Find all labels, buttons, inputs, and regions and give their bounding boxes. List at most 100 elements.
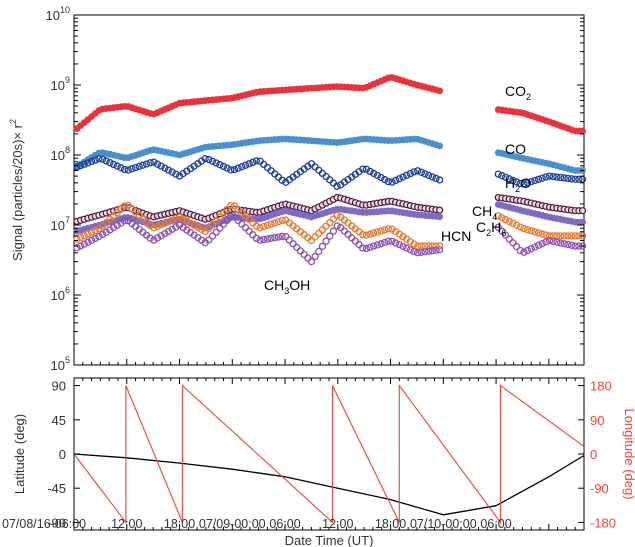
ch3oh-point — [355, 240, 363, 249]
h2o-point — [234, 164, 242, 172]
ch3oh-point — [395, 240, 403, 249]
h2o-point — [113, 162, 121, 170]
ch3oh-point — [146, 234, 154, 242]
signal-y-tick-label: 108 — [51, 145, 70, 163]
signal-y-axis: 105 106 107 108 109 1010 — [46, 5, 584, 373]
series-ch4 — [73, 193, 587, 225]
h2o-point — [223, 164, 231, 172]
ch3oh-point — [296, 247, 305, 255]
longitude-tick-label: 90 — [590, 413, 604, 428]
date-tick-label: 06:00 — [480, 517, 511, 531]
h2o-point — [377, 173, 385, 182]
ch3oh-point — [271, 234, 279, 242]
hcn-point — [564, 232, 572, 240]
ch3oh-point — [348, 234, 356, 242]
h2o-point — [432, 174, 440, 183]
ch3oh-point — [392, 239, 400, 247]
h2o-point — [117, 164, 125, 172]
signal-y-tick-label: 105 — [51, 355, 70, 373]
ch3oh-point — [428, 247, 436, 255]
h2o-point — [359, 165, 367, 173]
ch3oh-point — [509, 239, 517, 247]
ch3oh-point — [381, 238, 389, 247]
hcn-point — [384, 225, 393, 233]
h2o-point — [84, 159, 92, 167]
hcn-point — [87, 228, 96, 236]
h2o-point — [80, 160, 88, 168]
ch3oh-point — [560, 240, 568, 248]
ch3oh-point — [578, 242, 587, 250]
hcn-point — [505, 217, 513, 226]
hcn-point — [494, 212, 502, 220]
hcn-point — [73, 235, 81, 243]
hcn-point — [278, 216, 286, 225]
h2o-point — [498, 172, 506, 180]
ch3oh-point — [505, 235, 513, 243]
hcn-point — [227, 201, 235, 210]
date-tick-label: 18:00 — [164, 517, 195, 531]
hcn-point — [150, 224, 158, 232]
hcn-point — [512, 221, 521, 229]
ch3oh-point — [120, 217, 129, 225]
h2o-point — [208, 157, 217, 165]
ch3oh-point — [315, 247, 323, 256]
h2o-point — [578, 175, 587, 183]
x-axis-label: Date Time (UT) — [285, 533, 374, 547]
ch3oh-point — [373, 241, 382, 249]
ch3oh-point — [384, 237, 393, 245]
signal-y-tick-label: 1010 — [46, 5, 70, 23]
hcn-point — [175, 213, 184, 221]
h2o-point — [553, 173, 561, 181]
ch3oh-point — [223, 216, 231, 224]
series-c2h6 — [73, 201, 586, 235]
h2o-point — [91, 156, 99, 164]
hcn-point — [76, 233, 85, 242]
hcn-point — [322, 222, 330, 230]
ch3oh-point — [212, 228, 220, 236]
ch4-point — [578, 207, 587, 215]
latitude-line — [73, 453, 585, 516]
h2o-point — [425, 171, 433, 179]
ch3oh-point — [216, 224, 224, 232]
ch3oh-point — [406, 246, 414, 254]
ch3oh-point — [362, 244, 371, 253]
ch3oh-point — [289, 240, 297, 248]
h2o-point — [399, 173, 407, 181]
ch3oh-point — [421, 248, 429, 256]
date-tick-label: 12:00 — [111, 517, 142, 531]
hcn-point — [527, 227, 535, 235]
hcn-point — [425, 242, 433, 250]
series-label-hcn: HCN — [441, 228, 471, 244]
ch3oh-point — [267, 234, 275, 242]
series-h2o — [73, 155, 587, 190]
latitude-tick-label: 90 — [52, 379, 66, 394]
ch3oh-point — [534, 241, 543, 249]
ch3oh-point — [435, 246, 444, 254]
hcn-point — [197, 225, 206, 233]
longitude-axis-label: Longitude (deg) — [622, 408, 635, 499]
h2o-point — [545, 172, 554, 180]
hcn-point — [267, 220, 275, 228]
h2o-point — [205, 155, 213, 164]
hcn-point — [179, 215, 187, 223]
hcn-point — [501, 215, 510, 224]
h2o-point — [238, 163, 246, 171]
hcn-point — [428, 242, 436, 250]
h2o-point — [153, 160, 162, 168]
date-tick-label: 07/10-00:00 — [410, 517, 477, 531]
hcn-point — [256, 224, 264, 232]
ch3oh-point — [157, 232, 165, 240]
hcn-point — [271, 219, 279, 227]
ch3oh-point — [351, 237, 360, 245]
h2o-point — [216, 161, 224, 169]
co2-point — [579, 127, 586, 135]
hcn-point — [523, 226, 532, 234]
h2o-point — [128, 165, 136, 173]
h2o-point — [542, 173, 550, 181]
ch3oh-point — [329, 227, 338, 235]
h2o-point — [417, 168, 425, 176]
h2o-point — [501, 173, 510, 181]
h2o-point — [520, 180, 528, 188]
h2o-point — [98, 155, 107, 163]
h2o-point — [531, 176, 539, 185]
